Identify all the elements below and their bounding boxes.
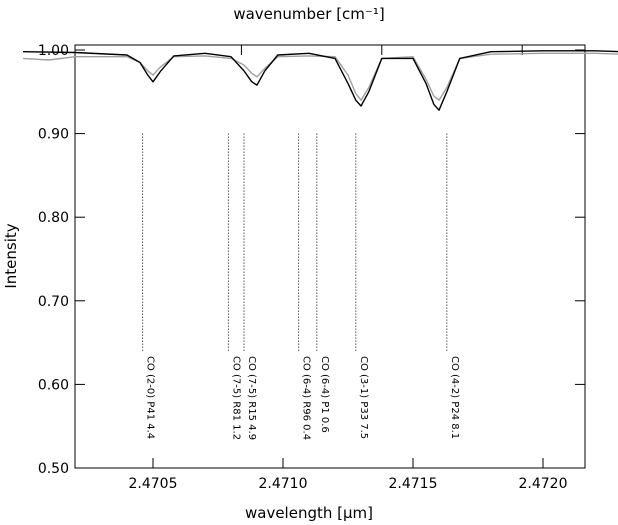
x-tick-label: 2.4705: [129, 476, 178, 492]
line-mark-label: CO (4-2) P24 8.1: [449, 356, 460, 439]
x-axis-title: wavelength [μm]: [245, 504, 373, 522]
y-tick-label: 0.90: [38, 127, 69, 143]
line-mark-label: CO (3-1) P33 7.5: [358, 356, 369, 439]
axis-ticks: 2.47052.47102.47152.47202.47252.47302.47…: [38, 43, 585, 492]
y-tick-label: 0.60: [38, 377, 69, 393]
line-mark-label: CO (6-4) R96 0.4: [301, 356, 312, 440]
spectrum-series: [22, 50, 618, 111]
y-tick-label: 0.80: [38, 210, 69, 226]
series-line: [22, 52, 618, 101]
line-identification-marks: CO (2-0) P41 4.4 CO (7-5) R81 1.2 CO (7-5)…: [142, 133, 460, 440]
x-tick-label: 2.4710: [259, 476, 308, 492]
x-tick-label: 2.4715: [389, 476, 438, 492]
line-mark-label: CO (7-5) R15 4.9: [246, 356, 257, 440]
line-mark-label: CO (2-0) P41 4.4: [145, 356, 156, 439]
line-mark-label: CO (6-4) P1 0.6: [319, 356, 330, 433]
y-tick-label: 1.00: [38, 43, 69, 59]
y-tick-label: 0.50: [38, 461, 69, 477]
plot-frame: [74, 44, 586, 469]
x-tick-label: 2.4720: [519, 476, 568, 492]
y-tick-label: 0.70: [38, 294, 69, 310]
series-line: [22, 50, 618, 111]
line-mark-label: CO (7-5) R81 1.2: [230, 356, 241, 440]
y-axis-title: Intensity: [2, 223, 20, 288]
top-axis-title: wavenumber [cm⁻¹]: [233, 5, 384, 23]
